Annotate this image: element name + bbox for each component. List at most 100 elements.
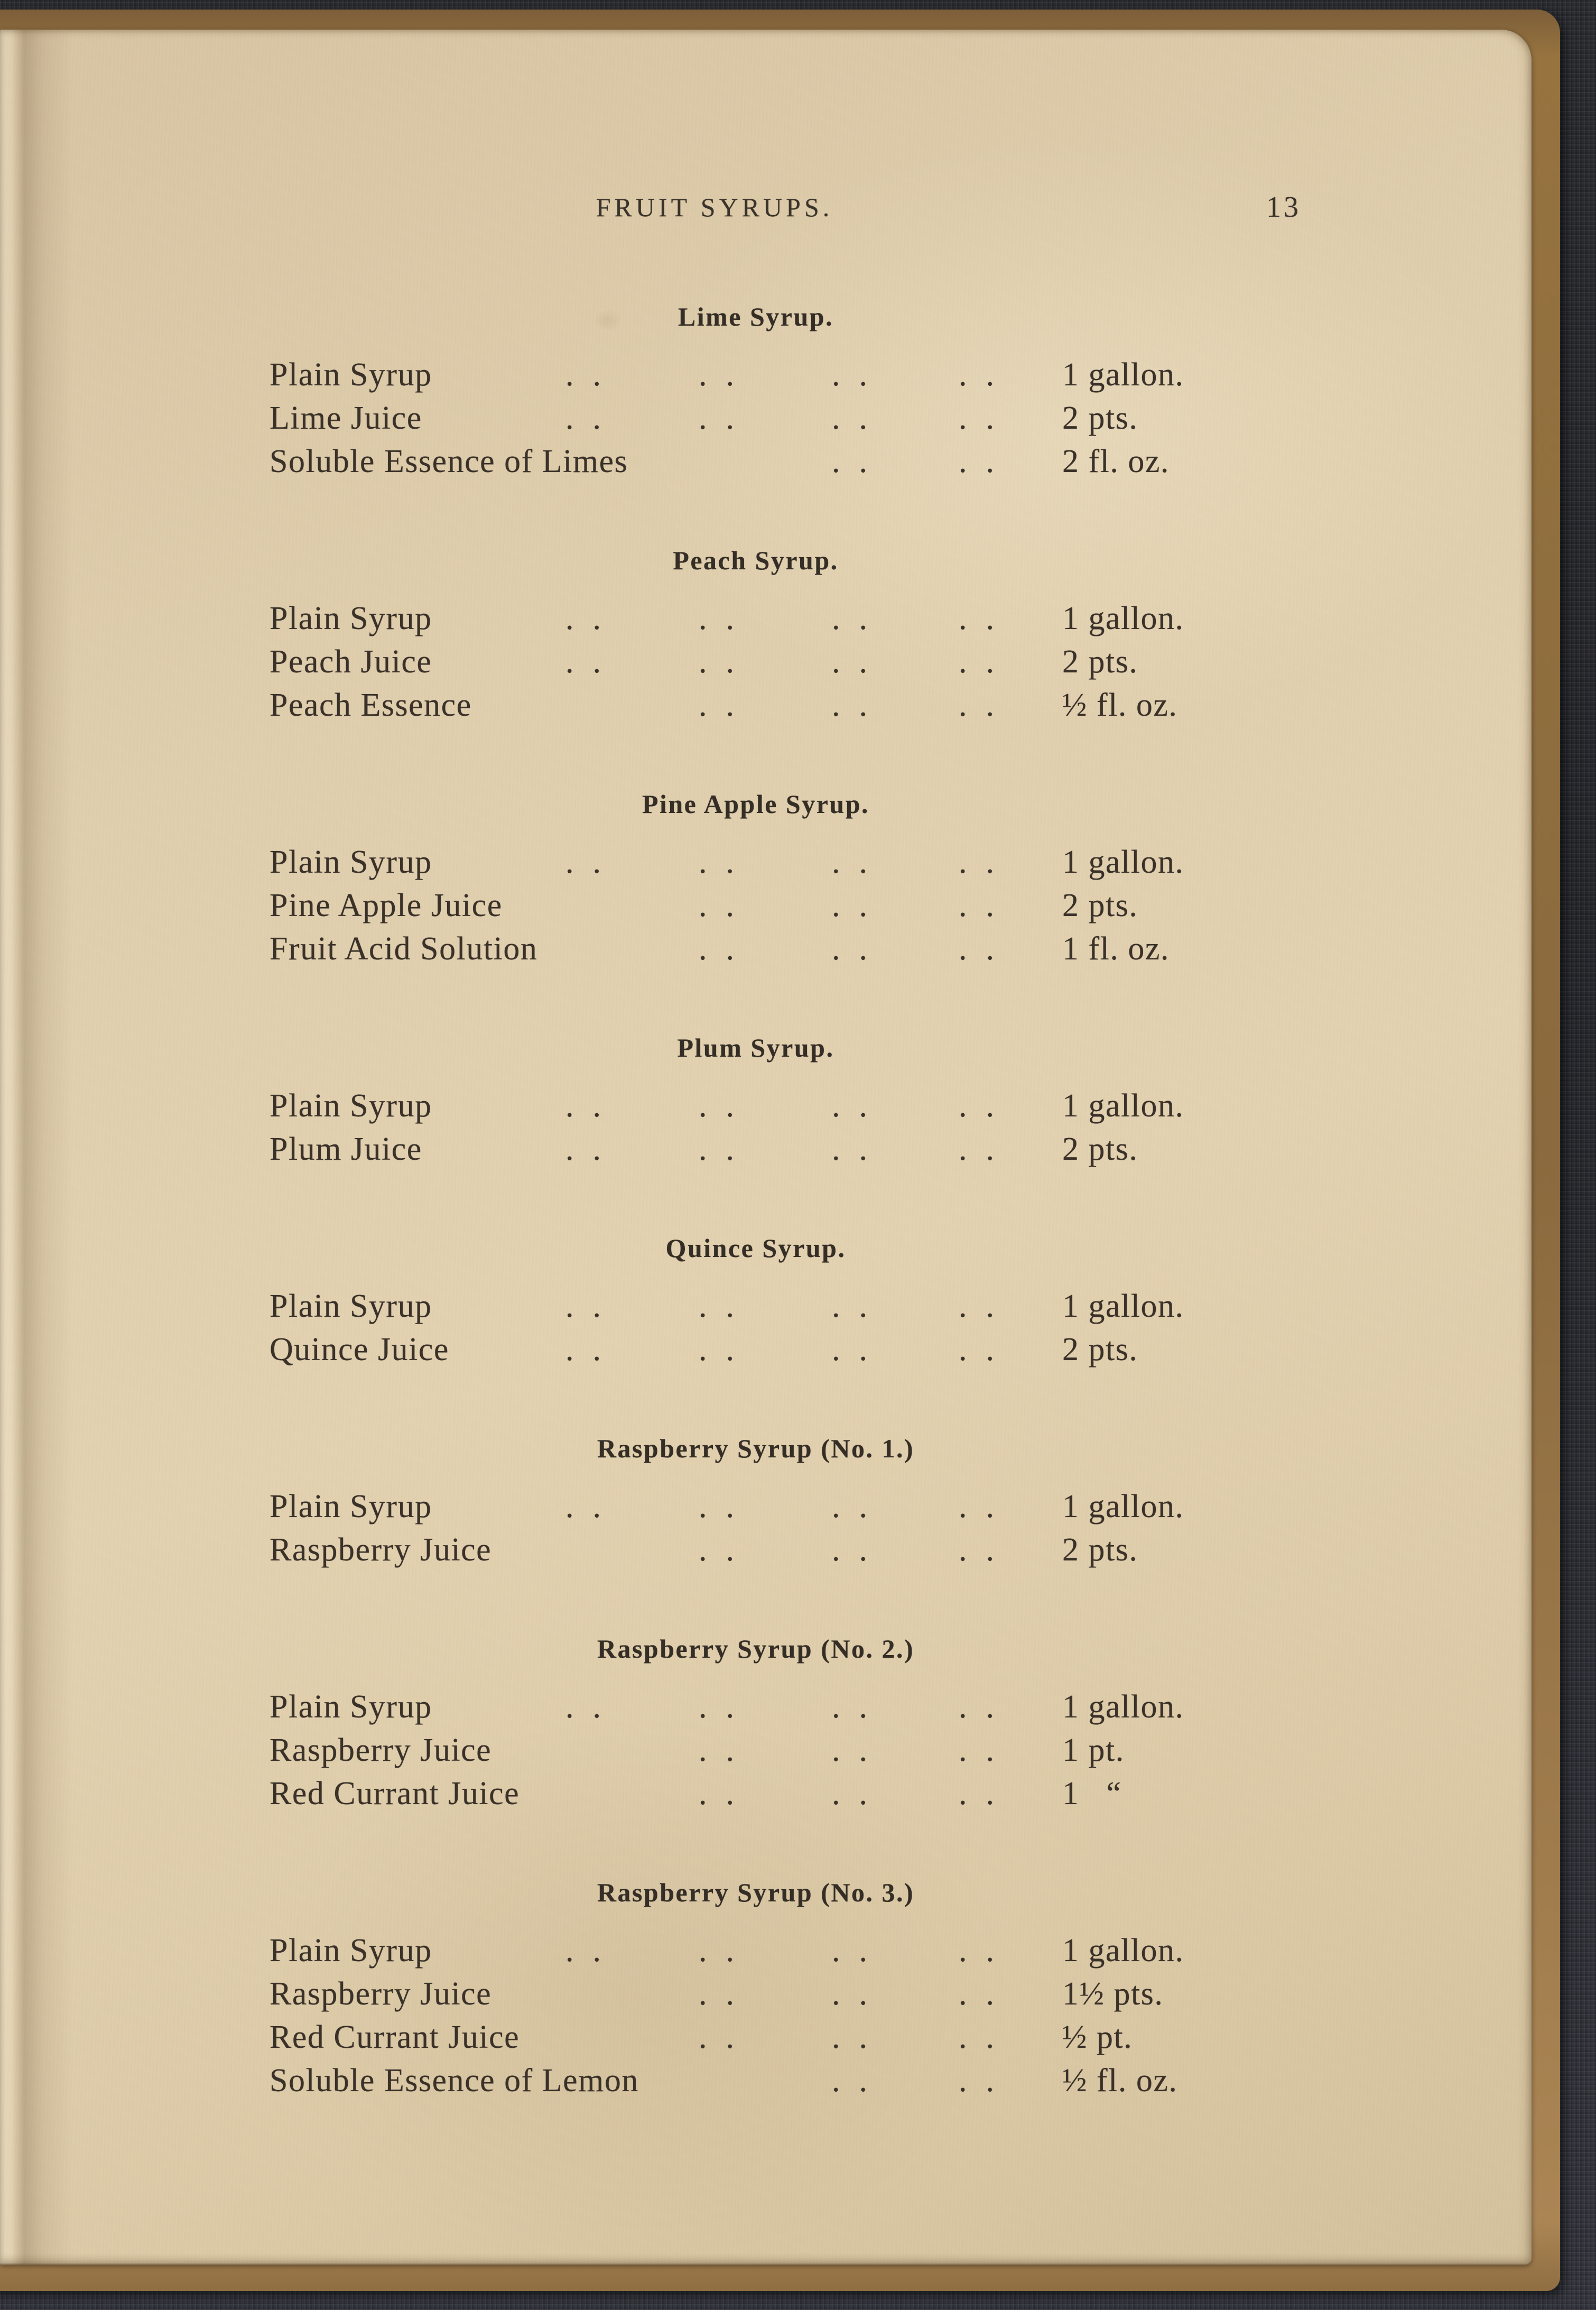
ingredient-row: Pine Apple Juice...... 2 pts. xyxy=(270,884,1506,927)
dot-leader: .. xyxy=(959,1532,1013,1568)
ingredient-amount: ½ pt. xyxy=(1062,2019,1133,2055)
ingredient-row: Plum Juice........ 2 pts. xyxy=(270,1128,1506,1171)
dot-leader: .. xyxy=(832,931,886,967)
dot-leader: .. xyxy=(565,600,620,636)
ingredient-amount: 2 pts. xyxy=(1062,644,1138,680)
ingredient-amount: 2 pts. xyxy=(1062,1131,1138,1167)
ingredient-name: Plain Syrup xyxy=(270,357,432,393)
ingredient-row: Plain Syrup........ 1 gallon. xyxy=(270,840,1506,884)
dot-leader: .. xyxy=(959,1689,1013,1725)
dot-leader: .. xyxy=(832,443,886,479)
ingredient-amount: 1 gallon. xyxy=(1062,600,1184,636)
ingredient-row: Red Currant Juice...... ½ pt. xyxy=(270,2016,1506,2059)
ingredient-name: Peach Essence xyxy=(270,687,472,723)
ingredient-name: Raspberry Juice xyxy=(270,1976,492,2012)
recipe-section: Raspberry Syrup (No. 1.) Plain Syrup.....… xyxy=(270,1429,1506,1572)
dot-leader: .. xyxy=(832,1131,886,1167)
dot-leader: .. xyxy=(699,600,753,636)
ingredient-amount: 1 “ xyxy=(1062,1776,1122,1812)
ingredient-row: Raspberry Juice...... 1 pt. xyxy=(270,1729,1506,1772)
ingredient-name: Soluble Essence of Limes xyxy=(270,443,628,479)
ingredient-amount: 1½ pts. xyxy=(1062,1976,1164,2012)
dot-leader: .. xyxy=(832,1933,886,1969)
ingredient-row: Raspberry Juice...... 1½ pts. xyxy=(270,1972,1506,2016)
dot-leader: .. xyxy=(565,1288,620,1324)
dot-leader: .. xyxy=(699,1732,753,1768)
dot-leader: .. xyxy=(832,844,886,880)
ingredient-amount: 1 gallon. xyxy=(1062,1933,1184,1969)
dot-leader: .. xyxy=(699,1489,753,1524)
ingredient-amount: 1 gallon. xyxy=(1062,1489,1184,1524)
dot-leader: .. xyxy=(959,443,1013,479)
ingredient-name: Plum Juice xyxy=(270,1131,422,1167)
dot-leader: .. xyxy=(699,1532,753,1568)
dot-leader: .. xyxy=(959,888,1013,923)
dot-leader: .. xyxy=(832,1489,886,1524)
dot-leader: .. xyxy=(565,844,620,880)
dot-leader: .. xyxy=(959,1131,1013,1167)
ingredient-name: Plain Syrup xyxy=(270,600,432,636)
ingredient-row: Plain Syrup........ 1 gallon. xyxy=(270,353,1506,396)
dot-leader: .. xyxy=(699,644,753,680)
recipe-title: Plum Syrup. xyxy=(677,1033,834,1062)
dot-leader: .. xyxy=(699,1131,753,1167)
dot-leader: .. xyxy=(832,1088,886,1124)
dot-leader: .. xyxy=(959,931,1013,967)
recipe-title: Pine Apple Syrup. xyxy=(642,789,870,819)
ingredient-row: Soluble Essence of Lemon.... ½ fl. oz. xyxy=(270,2059,1506,2102)
ingredient-amount: 2 fl. oz. xyxy=(1062,443,1170,479)
ingredient-row: Plain Syrup........ 1 gallon. xyxy=(270,597,1506,640)
ingredient-amount: 1 gallon. xyxy=(1062,1689,1184,1725)
dot-leader: .. xyxy=(699,888,753,923)
ingredient-row: Plain Syrup........ 1 gallon. xyxy=(270,1084,1506,1128)
dot-leader: .. xyxy=(959,1489,1013,1524)
recipe-section: Peach Syrup. Plain Syrup........ 1 gallon.… xyxy=(270,541,1506,727)
recipe-section: Raspberry Syrup (No. 2.) Plain Syrup.....… xyxy=(270,1630,1506,1815)
dot-leader: .. xyxy=(699,1689,753,1725)
recipe-section: Raspberry Syrup (No. 3.) Plain Syrup.....… xyxy=(270,1873,1506,2102)
dot-leader: .. xyxy=(832,1776,886,1812)
recipe-section: Quince Syrup. Plain Syrup........ 1 gallon… xyxy=(270,1229,1506,1371)
dot-leader: .. xyxy=(699,1976,753,2012)
dot-leader: .. xyxy=(832,1732,886,1768)
ingredient-amount: 1 gallon. xyxy=(1062,357,1184,393)
recipes-list: Lime Syrup. Plain Syrup........ 1 gallon. L… xyxy=(270,275,1506,2102)
dot-leader: .. xyxy=(565,644,620,680)
ingredient-amount: 1 gallon. xyxy=(1062,1288,1184,1324)
ingredient-amount: ½ fl. oz. xyxy=(1062,687,1178,723)
ingredient-row: Quince Juice........ 2 pts. xyxy=(270,1328,1506,1371)
dot-leader: .. xyxy=(699,1332,753,1367)
dot-leader: .. xyxy=(832,644,886,680)
dot-leader: .. xyxy=(832,600,886,636)
ingredient-name: Plain Syrup xyxy=(270,1933,432,1969)
dot-leader: .. xyxy=(959,2019,1013,2055)
ingredient-name: Peach Juice xyxy=(270,644,432,680)
recipe-title: Quince Syrup. xyxy=(665,1233,846,1263)
ingredient-amount: 1 gallon. xyxy=(1062,844,1184,880)
recipe-title: Raspberry Syrup (No. 3.) xyxy=(597,1878,915,1907)
recipe-section: Pine Apple Syrup. Plain Syrup........ 1 ga… xyxy=(270,785,1506,971)
dot-leader: .. xyxy=(959,1332,1013,1367)
ingredient-amount: ½ fl. oz. xyxy=(1062,2063,1178,2099)
ingredient-amount: 2 pts. xyxy=(1062,1532,1138,1568)
dot-leader: .. xyxy=(832,1532,886,1568)
dot-leader: .. xyxy=(565,1689,620,1725)
ingredient-name: Plain Syrup xyxy=(270,1288,432,1324)
dot-leader: .. xyxy=(699,2019,753,2055)
ingredient-name: Raspberry Juice xyxy=(270,1732,492,1768)
dot-leader: .. xyxy=(832,400,886,436)
dot-leader: .. xyxy=(699,1933,753,1969)
dot-leader: .. xyxy=(832,1689,886,1725)
dot-leader: .. xyxy=(959,1288,1013,1324)
dot-leader: .. xyxy=(699,1088,753,1124)
recipe-title: Raspberry Syrup (No. 2.) xyxy=(597,1634,915,1664)
dot-leader: .. xyxy=(699,931,753,967)
dot-leader: .. xyxy=(832,357,886,393)
ingredient-row: Lime Juice........ 2 pts. xyxy=(270,396,1506,440)
dot-leader: .. xyxy=(565,1489,620,1524)
ingredient-name: Plain Syrup xyxy=(270,844,432,880)
dot-leader: .. xyxy=(832,1332,886,1367)
dot-leader: .. xyxy=(832,2019,886,2055)
page-number: 13 xyxy=(1266,191,1301,224)
dot-leader: .. xyxy=(832,687,886,723)
